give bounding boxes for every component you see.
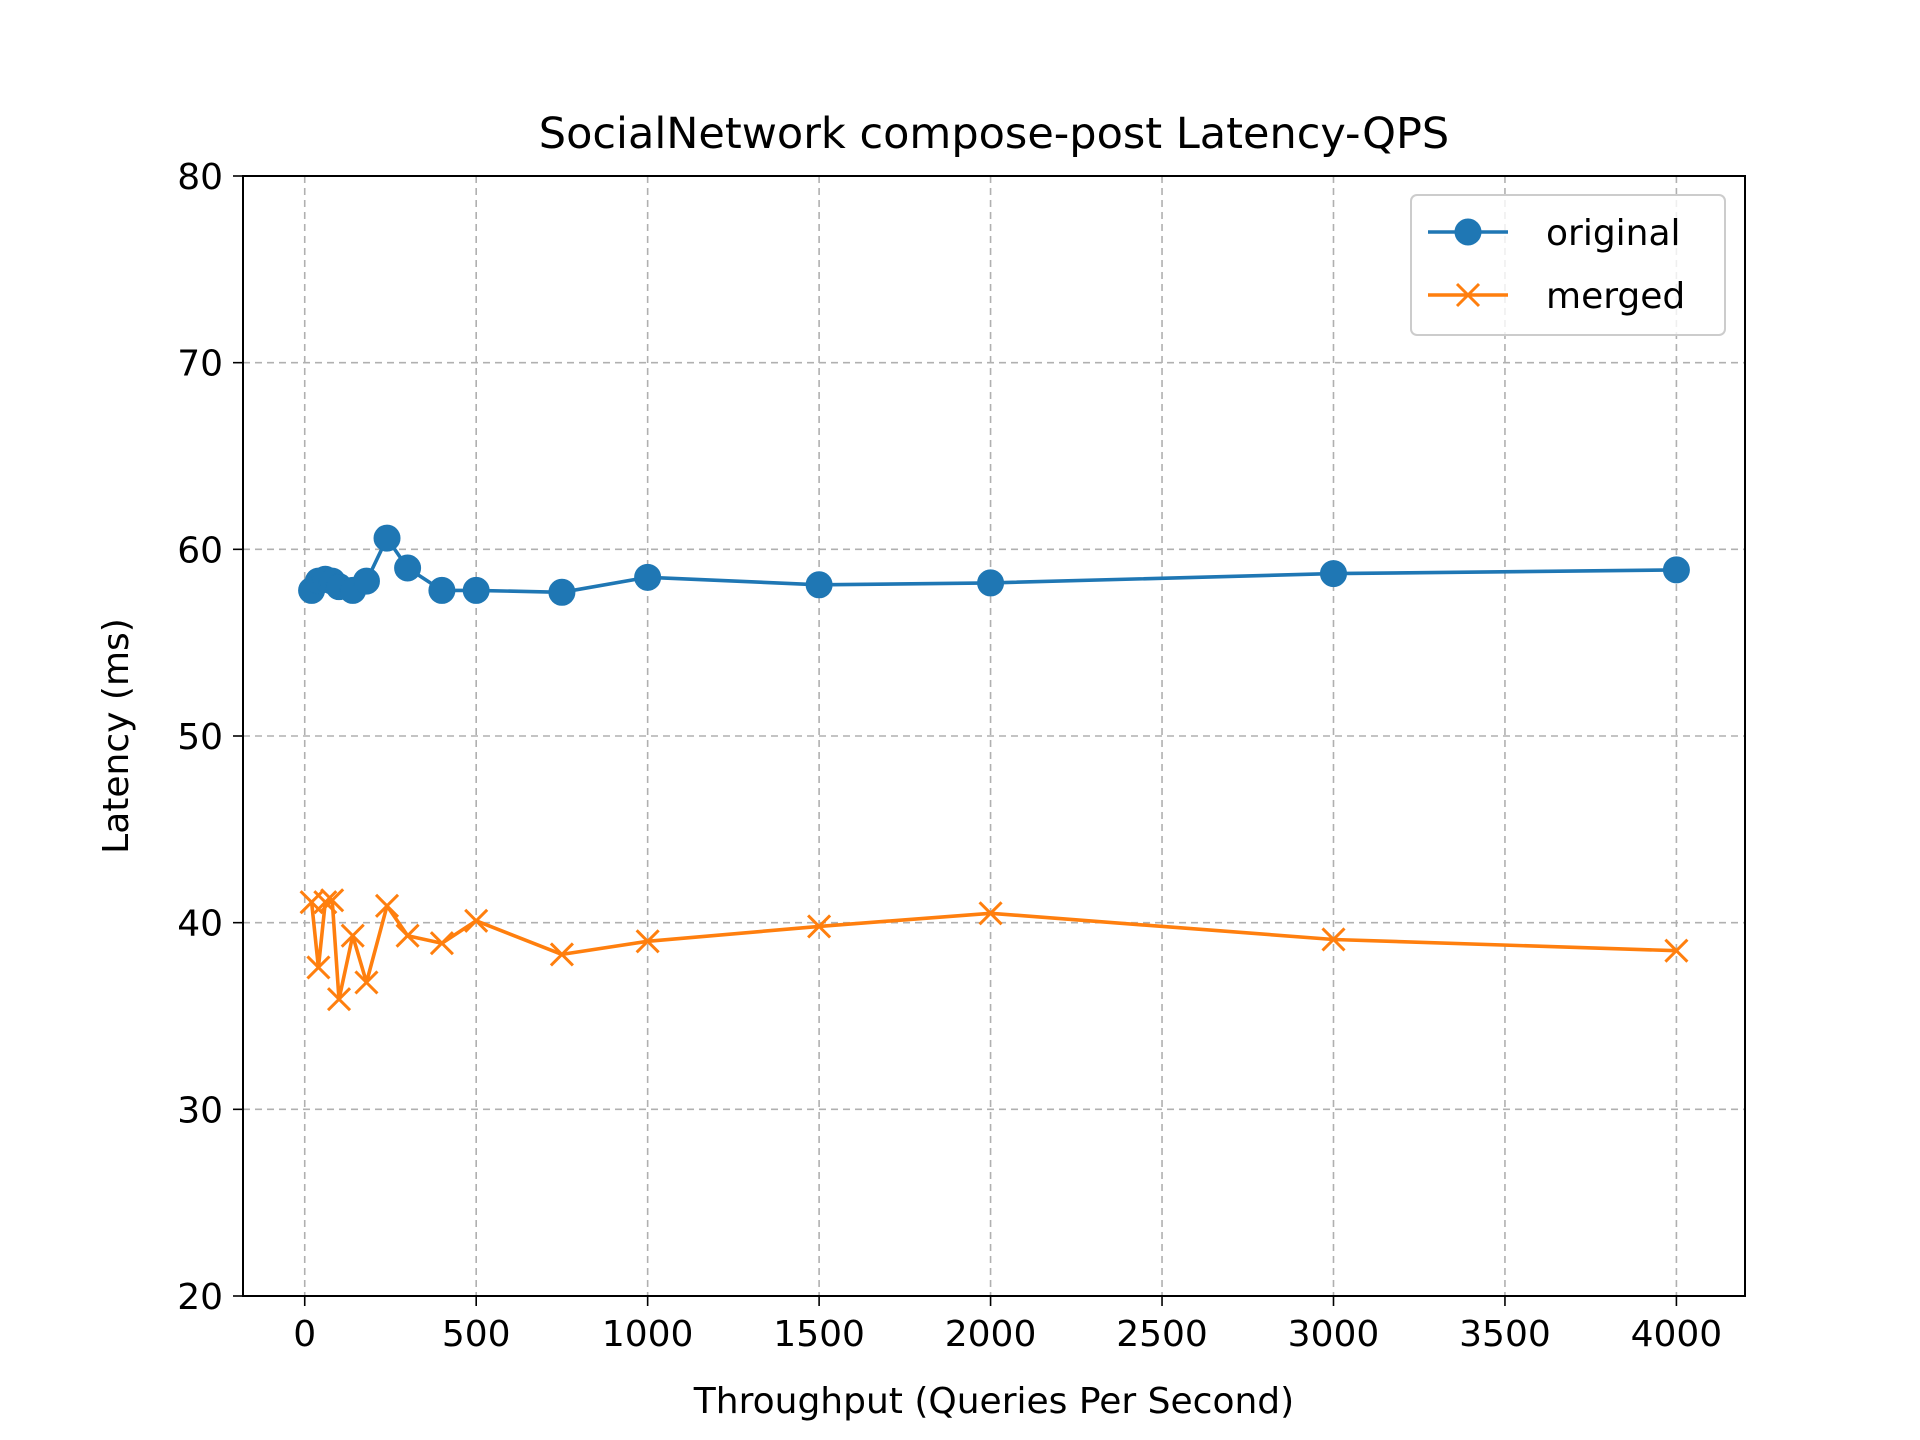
legend: original merged [1410, 194, 1726, 336]
data-point-merged [395, 923, 420, 948]
data-point-merged [1321, 927, 1346, 952]
series-layer [298, 524, 1690, 1012]
data-point-original [977, 569, 1005, 597]
x-tick-label: 3500 [1459, 1314, 1551, 1355]
x-tick-label: 3000 [1288, 1314, 1380, 1355]
data-point-original [1319, 560, 1347, 588]
y-tick-label: 70 [177, 344, 223, 385]
marker-stroke [549, 942, 574, 967]
y-tick-label: 30 [177, 1090, 223, 1131]
legend-label-merged: merged [1546, 276, 1685, 317]
data-point-merged [549, 942, 574, 967]
legend-box [1410, 194, 1726, 336]
marker-stroke [429, 931, 454, 956]
data-point-merged [313, 890, 338, 915]
y-tick-label: 50 [177, 717, 223, 758]
marker-stroke [326, 987, 352, 1012]
y-axis-title: Latency (ms) [96, 618, 137, 854]
marker-stroke [354, 970, 379, 995]
chart-title: SocialNetwork compose-post Latency-QPS [539, 109, 1449, 159]
data-point-merged [354, 970, 379, 995]
marker-stroke [635, 929, 660, 954]
y-tick-label: 40 [177, 904, 223, 945]
marker-stroke [395, 923, 420, 948]
ticks: 0 500 1000 1500 2000 2500 3000 3500 4000 20 30 40 50… [177, 157, 1722, 1355]
legend-marker-original [1454, 218, 1482, 246]
data-point-merged [429, 931, 454, 956]
legend-marker-merged [1455, 282, 1481, 308]
data-point-original [352, 567, 380, 595]
data-point-merged [320, 888, 345, 913]
x-axis-title: Throughput (Queries Per Second) [693, 1381, 1294, 1422]
series-original [298, 524, 1690, 606]
data-point-original [373, 524, 401, 552]
x-tick-label: 500 [442, 1314, 511, 1355]
marker-stroke [306, 955, 331, 980]
data-point-merged [1664, 938, 1689, 963]
data-point-merged [807, 914, 832, 939]
marker-stroke [978, 901, 1003, 926]
data-point-merged [306, 955, 331, 980]
y-tick-label: 60 [177, 530, 223, 571]
marker-stroke [374, 893, 400, 918]
y-tick-label: 20 [177, 1277, 223, 1318]
data-point-merged [464, 908, 489, 933]
y-tick-label: 80 [177, 157, 223, 198]
marker-stroke [1455, 282, 1481, 308]
data-point-original [462, 576, 490, 604]
data-point-original [428, 576, 456, 604]
data-point-merged [978, 901, 1003, 926]
data-point-original [394, 554, 422, 582]
x-tick-label: 1000 [602, 1314, 694, 1355]
x-tick-label: 4000 [1631, 1314, 1723, 1355]
x-tick-label: 0 [293, 1314, 316, 1355]
series-merged [299, 888, 1689, 1012]
data-point-merged [326, 987, 352, 1012]
marker-stroke [320, 888, 345, 913]
marker-stroke [464, 908, 489, 933]
legend-label-original: original [1546, 213, 1681, 254]
data-point-merged [374, 893, 400, 918]
marker-stroke [1321, 927, 1346, 952]
data-point-original [548, 578, 576, 606]
data-point-merged [340, 923, 365, 948]
x-tick-label: 1500 [773, 1314, 865, 1355]
data-point-original [1662, 556, 1690, 584]
marker-stroke [1664, 938, 1689, 963]
data-point-original [634, 563, 662, 591]
x-tick-label: 2500 [1116, 1314, 1208, 1355]
marker-stroke [340, 923, 365, 948]
marker-stroke [313, 890, 338, 915]
x-tick-label: 2000 [945, 1314, 1037, 1355]
data-point-original [805, 571, 833, 599]
marker-stroke [807, 914, 832, 939]
data-point-merged [635, 929, 660, 954]
